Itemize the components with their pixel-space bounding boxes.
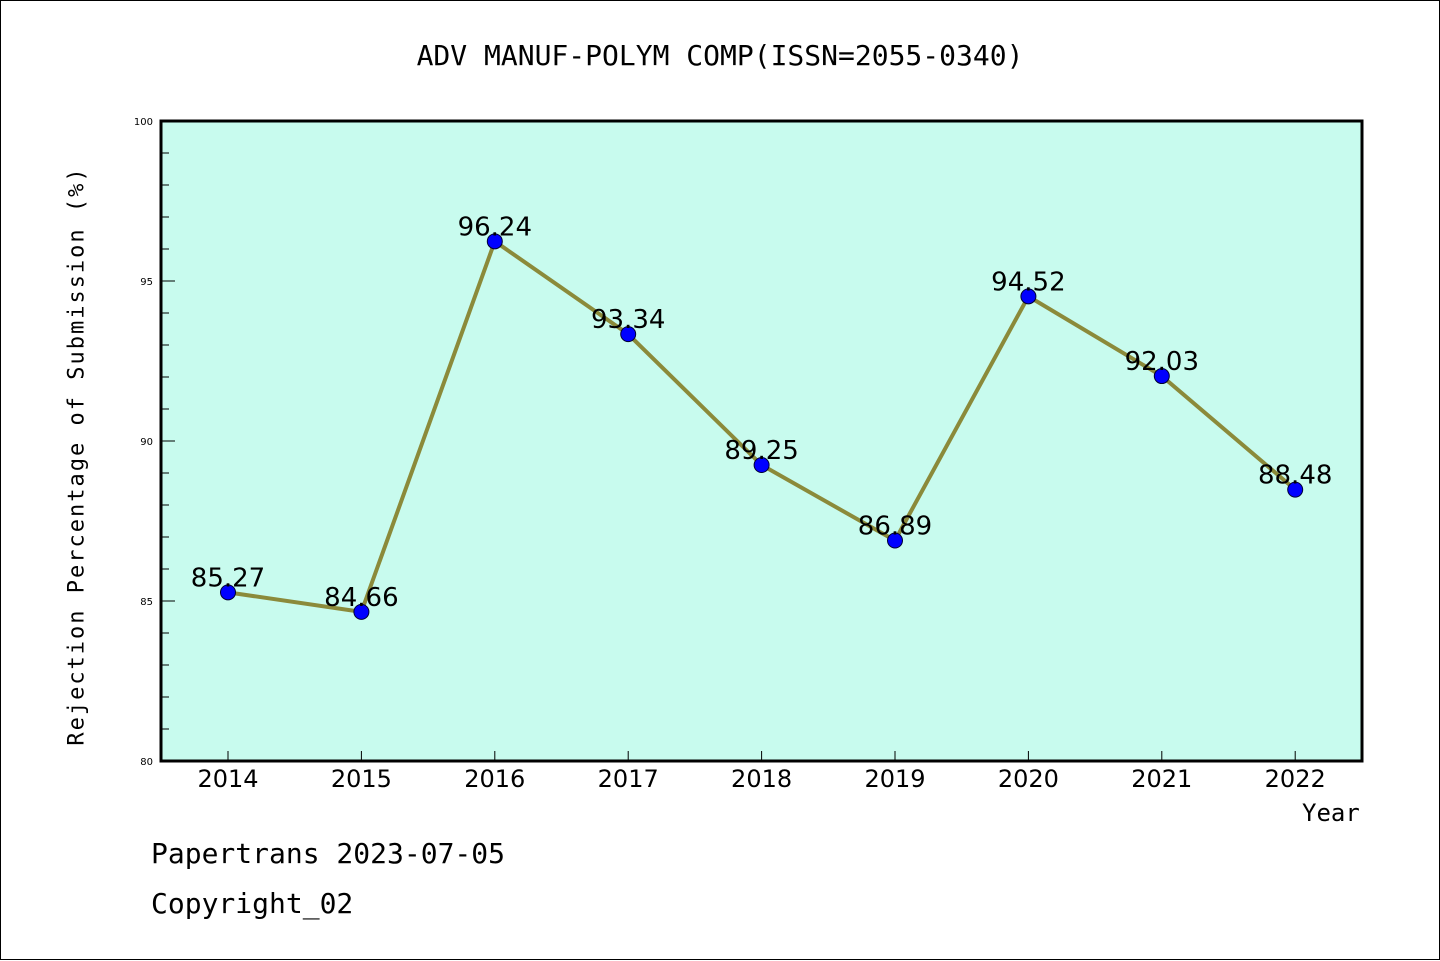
data-point	[353, 603, 370, 620]
x-tick-label: 2019	[864, 765, 925, 793]
data-point	[620, 326, 637, 343]
data-point	[486, 233, 503, 250]
y-tick-label: 80	[140, 757, 153, 768]
x-tick-label: 2015	[331, 765, 392, 793]
x-tick-label: 2022	[1265, 765, 1326, 793]
data-label: 96.24	[458, 212, 532, 242]
data-point	[887, 532, 903, 549]
y-tick-label: 85	[140, 597, 153, 608]
plot-frame	[159, 119, 1364, 763]
x-tick-label: 2014	[197, 765, 258, 793]
x-axis: 2014 2015 2016 2017 2018 2019 2020 2021 2022	[197, 751, 1326, 793]
plot-area	[161, 121, 1362, 761]
data-point	[220, 584, 236, 601]
data-labels: 85.27 84.66 96.24 93.34 89.25 86.89 94.52 92.03…	[191, 212, 1333, 613]
y-tick-label: 95	[140, 277, 153, 288]
x-axis-label: Year	[1302, 799, 1360, 827]
footer-date: Papertrans 2023-07-05	[151, 837, 506, 870]
x-tick-label: 2018	[731, 765, 792, 793]
x-tick-label: 2021	[1131, 765, 1192, 793]
data-label: 88.48	[1258, 461, 1332, 491]
data-label: 84.66	[324, 583, 398, 613]
data-label: 94.52	[991, 267, 1065, 297]
x-tick-label: 2016	[464, 765, 525, 793]
data-label: 86.89	[858, 512, 932, 542]
data-point	[1153, 368, 1170, 385]
chart-title: ADV MANUF-POLYM COMP(ISSN=2055-0340)	[416, 39, 1024, 72]
data-point	[1287, 481, 1304, 498]
x-tick-label: 2020	[998, 765, 1059, 793]
data-point	[1020, 288, 1037, 305]
data-point	[753, 457, 770, 473]
data-label: 92.03	[1125, 347, 1199, 377]
data-label: 85.27	[191, 563, 265, 593]
footer-copyright: Copyright_02	[151, 887, 354, 920]
data-label: 89.25	[724, 436, 798, 466]
y-tick-label: 90	[140, 437, 153, 448]
data-points	[220, 233, 1304, 620]
x-tick-label: 2017	[598, 765, 659, 793]
data-label: 93.34	[591, 305, 665, 335]
y-tick-label: 100	[134, 117, 153, 128]
